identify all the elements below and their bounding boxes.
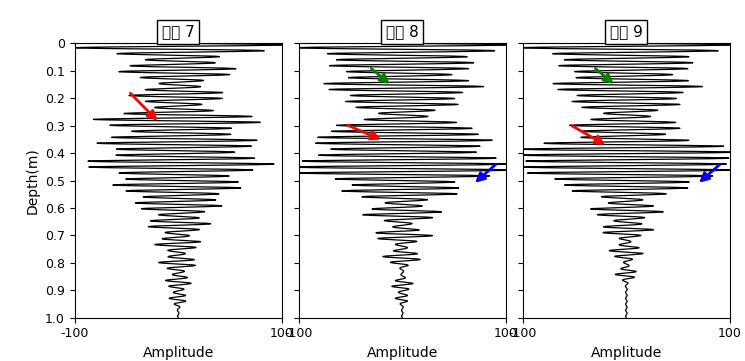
Title: 실험 9: 실험 9 — [610, 25, 643, 39]
X-axis label: Amplitude: Amplitude — [142, 346, 214, 360]
Y-axis label: Depth(m): Depth(m) — [25, 147, 39, 214]
Title: 실험 7: 실험 7 — [162, 25, 194, 39]
X-axis label: Amplitude: Amplitude — [591, 346, 662, 360]
Title: 실험 8: 실험 8 — [386, 25, 419, 39]
X-axis label: Amplitude: Amplitude — [367, 346, 438, 360]
